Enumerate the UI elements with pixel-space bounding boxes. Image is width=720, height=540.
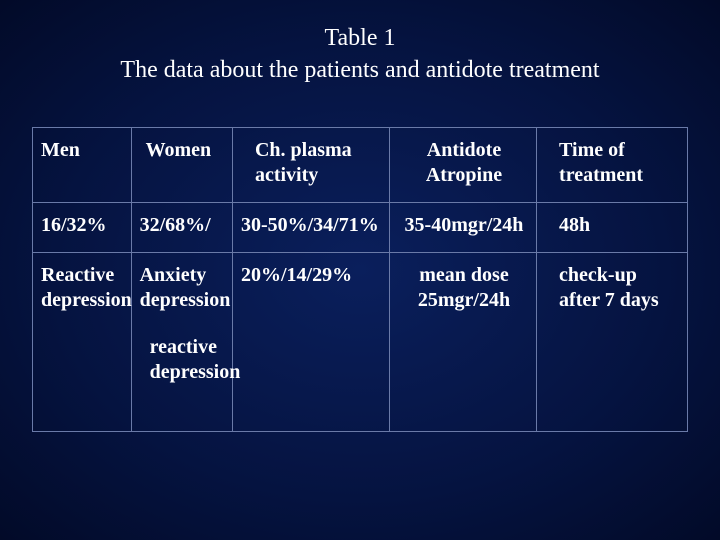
header-antidote-l1: Antidote [398, 138, 530, 163]
header-time-l1: Time of [559, 138, 681, 163]
title-block: Table 1 The data about the patients and … [0, 0, 720, 87]
header-plasma-l2: activity [255, 163, 383, 188]
cell-men-pct: 16/32% [33, 202, 131, 252]
cell-checkup: check-up after 7 days [537, 252, 687, 431]
header-time: Time of treatment [537, 128, 687, 203]
title-line-2: The data about the patients and antidote… [0, 54, 720, 86]
cell-anxiety-depression: Anxiety depression reactive depression [131, 252, 232, 431]
cell-mean-dose-l2: 25mgr/24h [398, 288, 530, 313]
spacer [140, 313, 226, 335]
cell-checkup-l1: check-up [559, 263, 681, 288]
cell-mean-dose: mean dose 25mgr/24h [389, 252, 536, 431]
cell-reactive-sub-l1: reactive [140, 335, 226, 360]
cell-plasma-20: 20%/14/29% [232, 252, 389, 431]
cell-time-48h: 48h [537, 202, 687, 252]
cell-mean-dose-l1: mean dose [398, 263, 530, 288]
cell-anxiety-l2: depression [140, 288, 226, 313]
cell-plasma-pct: 30-50%/34/71% [232, 202, 389, 252]
cell-antidote-dose: 35-40mgr/24h [389, 202, 536, 252]
header-antidote-l2: Atropine [398, 163, 530, 188]
header-plasma: Ch. plasma activity [232, 128, 389, 203]
table-row: Reactive depression Anxiety depression r… [33, 252, 687, 431]
header-plasma-l1: Ch. plasma [255, 138, 383, 163]
data-table: Men Women Ch. plasma activity Antidote A… [33, 128, 687, 431]
title-line-1: Table 1 [0, 22, 720, 54]
cell-reactive-sub-l2: depression [140, 360, 226, 385]
cell-women-pct: 32/68%/ [131, 202, 232, 252]
header-women: Women [131, 128, 232, 203]
cell-reactive-l1: Reactive [41, 263, 125, 288]
cell-anxiety-l1: Anxiety [140, 263, 226, 288]
header-men: Men [33, 128, 131, 203]
header-antidote: Antidote Atropine [389, 128, 536, 203]
cell-reactive-l2: depression [41, 288, 125, 313]
table-row: 16/32% 32/68%/ 30-50%/34/71% 35-40mgr/24… [33, 202, 687, 252]
cell-reactive-depression: Reactive depression [33, 252, 131, 431]
data-table-container: Men Women Ch. plasma activity Antidote A… [32, 127, 688, 432]
header-time-l2: treatment [559, 163, 681, 188]
cell-checkup-l2: after 7 days [559, 288, 681, 313]
table-header-row: Men Women Ch. plasma activity Antidote A… [33, 128, 687, 203]
